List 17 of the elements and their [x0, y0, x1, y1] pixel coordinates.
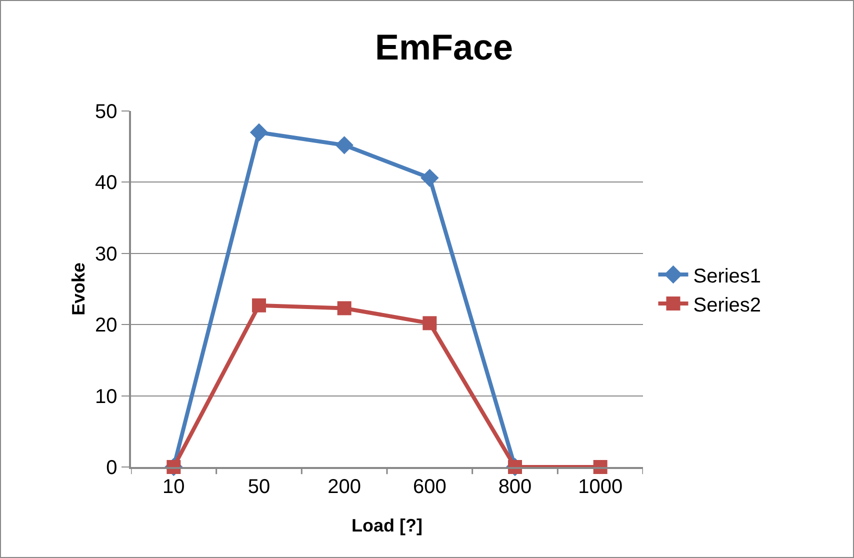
y-tick-label: 30 — [95, 243, 118, 266]
x-tick-label: 10 — [162, 476, 185, 498]
y-tick-label: 20 — [95, 314, 118, 337]
x-tick-label: 800 — [498, 476, 532, 498]
legend-label: Series1 — [693, 265, 762, 288]
x-axis-title: Load [?] — [352, 516, 422, 536]
y-tick-label: 50 — [95, 101, 118, 123]
y-tick-label: 40 — [95, 172, 118, 194]
x-tick-label: 600 — [412, 476, 446, 498]
y-axis-title: Evoke — [68, 262, 88, 316]
x-tick-label: 1000 — [578, 476, 623, 498]
x-tick-label: 200 — [328, 476, 362, 498]
legend-label: Series2 — [693, 294, 762, 316]
chart-title: EmFace — [375, 26, 514, 68]
x-tick-label: 50 — [248, 476, 270, 498]
y-tick-label: 0 — [106, 457, 118, 479]
y-tick-label: 10 — [95, 386, 118, 408]
